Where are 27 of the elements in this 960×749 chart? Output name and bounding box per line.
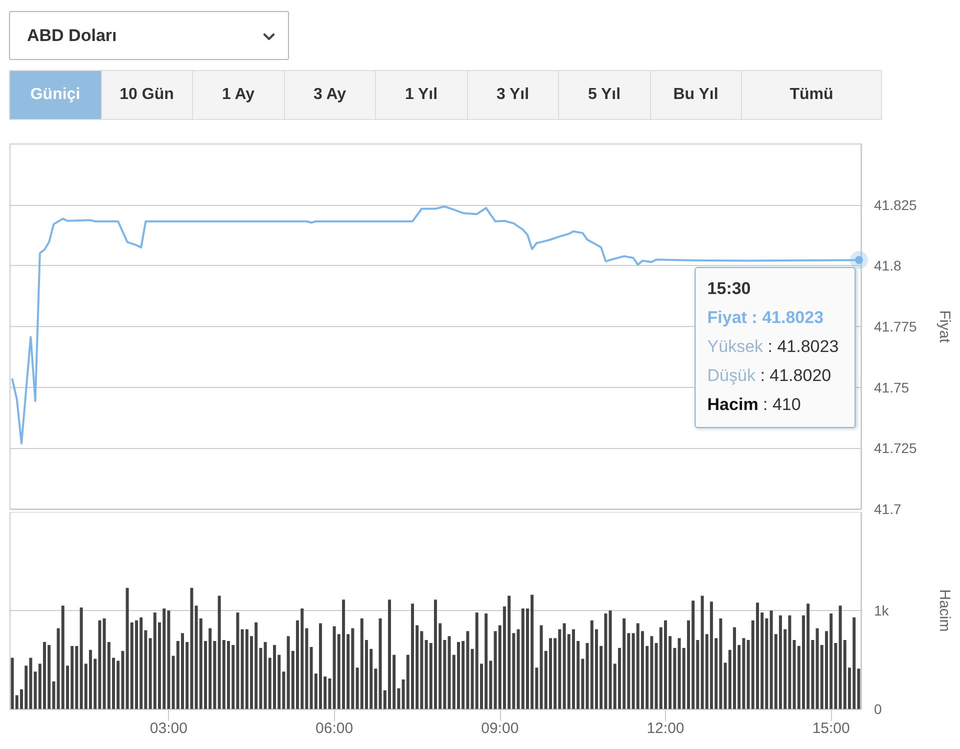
y-tick-label: 0 (874, 701, 882, 717)
x-tick-label: 15:00 (812, 720, 850, 737)
y-tick-label: 41.7 (874, 501, 902, 517)
annotation: 15:30 Fiyat : 41.8023 Yüksek : 41.8023 Düşük : 41.8020 Hacim : 410 (707, 279, 839, 414)
tab[interactable]: Tümü (742, 71, 881, 119)
tab[interactable]: 10 Gün (102, 71, 193, 119)
y-axis-title: Fiyat (936, 310, 953, 344)
tab[interactable]: 1 Yıl (376, 71, 468, 119)
y-tick-label: 41.8 (874, 258, 902, 274)
y-axis-title: Hacim (936, 589, 953, 632)
tab[interactable]: 3 Ay (284, 71, 376, 119)
x-tick-label: 03:00 (150, 720, 188, 737)
x-tick-label: 09:00 (481, 720, 519, 737)
tab[interactable]: 5 Yıl (559, 71, 650, 119)
y-tick-label: 41.775 (874, 318, 918, 334)
y-tick-label: 41.725 (874, 440, 918, 456)
tab[interactable]: 3 Yıl (468, 71, 559, 119)
tooltip: 15:30 Fiyat : 41.8023 Yüksek : 41.8023 Düşük : 41.8020 Hacim : 410 (694, 267, 856, 428)
y-tick-label: 1k (874, 602, 890, 618)
x-tick-label: 06:00 (316, 720, 354, 737)
y-tick-label: 41.75 (874, 379, 910, 396)
tab[interactable]: Bu Yıl (650, 71, 742, 119)
dropdown[interactable]: ABD Doları (9, 11, 289, 60)
x-tick-label: 12:00 (646, 720, 684, 737)
y-tick-label: 41.825 (874, 196, 918, 213)
tab[interactable]: 1 Ay (193, 71, 284, 119)
chart-title: ABD Doları (27, 26, 117, 46)
